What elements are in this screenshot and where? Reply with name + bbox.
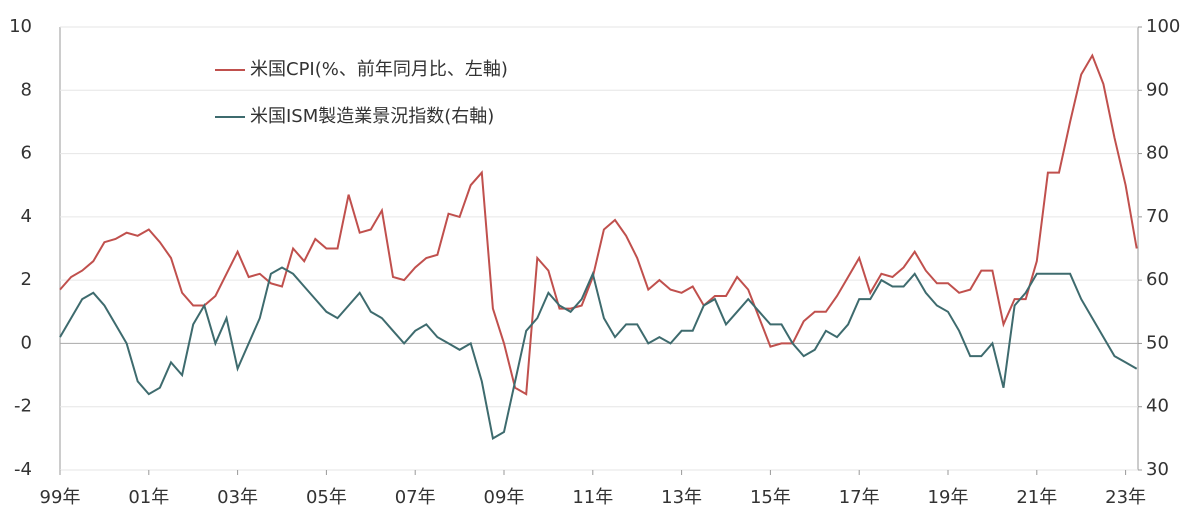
x-tick-label: 07年: [395, 487, 436, 508]
x-tick-label: 13年: [661, 487, 702, 508]
x-tick-label: 99年: [40, 487, 81, 508]
x-tick-label: 23年: [1105, 487, 1146, 508]
y2-tick-label: 90: [1146, 79, 1169, 100]
x-tick-label: 11年: [572, 487, 613, 508]
series-line: [59, 53, 1138, 396]
y2-tick-label: 50: [1146, 332, 1169, 353]
y2-tick-label: 70: [1146, 206, 1169, 227]
x-tick-label: 17年: [839, 487, 880, 508]
x-tick-label: 09年: [484, 487, 525, 508]
y2-tick-label: 40: [1146, 396, 1169, 417]
series-line: [59, 266, 1138, 440]
legend-label: 米国ISM製造業景況指数(右軸): [250, 106, 494, 127]
y-tick-label: 4: [21, 206, 32, 227]
y-tick-label: -4: [14, 459, 32, 480]
y-tick-label: 0: [21, 332, 32, 353]
y-tick-label: 8: [21, 79, 32, 100]
y2-tick-label: 80: [1146, 143, 1169, 164]
y-tick-label: 10: [9, 16, 32, 37]
x-tick-label: 19年: [928, 487, 969, 508]
x-tick-label: 01年: [128, 487, 169, 508]
x-tick-label: 03年: [217, 487, 258, 508]
y-tick-label: 2: [21, 269, 32, 290]
y2-tick-label: 60: [1146, 269, 1169, 290]
y-tick-label: -2: [14, 396, 32, 417]
legend-label: 米国CPI(%、前年同月比、左軸): [250, 59, 508, 80]
y2-tick-label: 100: [1146, 16, 1180, 37]
x-tick-label: 15年: [750, 487, 791, 508]
x-tick-label: 21年: [1016, 487, 1057, 508]
x-tick-label: 05年: [306, 487, 347, 508]
y-tick-label: 6: [21, 143, 32, 164]
y2-tick-label: 30: [1146, 459, 1169, 480]
